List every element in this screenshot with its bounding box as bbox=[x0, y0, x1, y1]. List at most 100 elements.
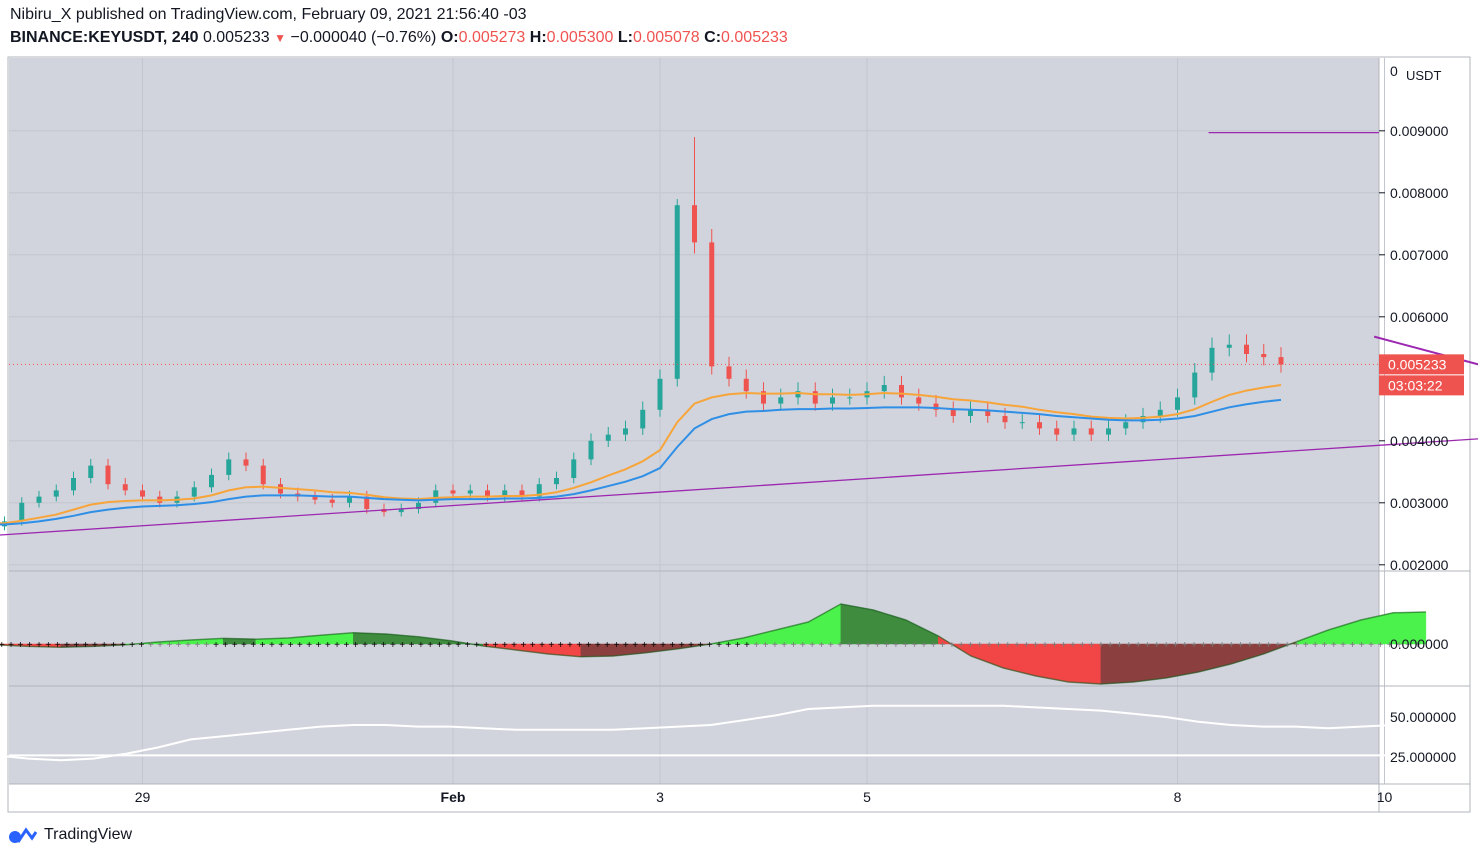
candle-body[interactable] bbox=[812, 391, 818, 404]
squeeze-dot: + bbox=[1368, 640, 1374, 651]
candle-body[interactable] bbox=[433, 490, 439, 503]
candle-body[interactable] bbox=[1002, 416, 1008, 423]
candle-body[interactable] bbox=[778, 397, 784, 404]
publish-text: published on TradingView.com, February 0… bbox=[75, 6, 527, 23]
candle-body[interactable] bbox=[968, 409, 973, 416]
candle-body[interactable] bbox=[916, 397, 922, 404]
squeeze-dot: + bbox=[465, 640, 471, 651]
squeeze-dot: + bbox=[111, 640, 117, 651]
candle-body[interactable] bbox=[709, 242, 715, 367]
squeeze-dot: + bbox=[865, 640, 871, 651]
candle-body[interactable] bbox=[105, 465, 111, 485]
candle-body[interactable] bbox=[467, 490, 473, 494]
candle-body[interactable] bbox=[1261, 354, 1267, 358]
candle-body[interactable] bbox=[571, 459, 577, 478]
squeeze-dot: + bbox=[55, 640, 61, 651]
candle-body[interactable] bbox=[450, 490, 456, 494]
squeeze-dot: + bbox=[968, 640, 974, 651]
candle-body[interactable] bbox=[1244, 344, 1249, 354]
candle-body[interactable] bbox=[899, 385, 904, 398]
squeeze-dot: + bbox=[567, 640, 573, 651]
candle-body[interactable] bbox=[743, 378, 749, 392]
squeeze-dot: + bbox=[623, 640, 629, 651]
ema-slow-line[interactable] bbox=[0, 398, 1282, 534]
candle-body[interactable] bbox=[640, 409, 646, 429]
candle-body[interactable] bbox=[1175, 397, 1180, 410]
candle-body[interactable] bbox=[1054, 428, 1060, 435]
candle-body[interactable] bbox=[312, 496, 318, 500]
candle-body[interactable] bbox=[950, 409, 956, 416]
candle-body[interactable] bbox=[1088, 428, 1094, 435]
symbol-name[interactable]: BINANCE:KEYUSDT, 240 bbox=[10, 29, 199, 46]
squeeze-dot: + bbox=[325, 640, 331, 651]
candle-body[interactable] bbox=[692, 205, 697, 243]
momentum-line[interactable] bbox=[0, 603, 1426, 685]
candle-body[interactable] bbox=[191, 487, 197, 497]
candle-body[interactable] bbox=[209, 474, 214, 488]
candle-body[interactable] bbox=[1071, 428, 1077, 435]
squeeze-dot: + bbox=[1238, 640, 1244, 651]
rsi-line[interactable] bbox=[0, 704, 1426, 764]
support-trendline[interactable] bbox=[0, 385, 1478, 565]
candle-body[interactable] bbox=[329, 499, 335, 503]
candle-body[interactable] bbox=[71, 478, 76, 491]
candle-body[interactable] bbox=[364, 496, 370, 509]
candle-body[interactable] bbox=[398, 509, 404, 513]
candle-body[interactable] bbox=[1123, 422, 1129, 429]
squeeze-dot: + bbox=[753, 640, 759, 651]
candle-body[interactable] bbox=[1209, 347, 1215, 373]
candle-body[interactable] bbox=[657, 378, 663, 410]
squeeze-dot: + bbox=[977, 640, 983, 651]
candle-body[interactable] bbox=[536, 484, 542, 497]
candle-body[interactable] bbox=[726, 366, 732, 379]
candle-body[interactable] bbox=[881, 385, 887, 392]
candle-body[interactable] bbox=[519, 490, 525, 497]
candle-body[interactable] bbox=[260, 465, 266, 485]
price-tick-label: 0.003000 bbox=[1390, 495, 1449, 511]
footer-brand[interactable]: TradingView bbox=[8, 826, 132, 844]
candle-body[interactable] bbox=[830, 397, 835, 404]
candle-body[interactable] bbox=[1106, 428, 1111, 435]
candle-body[interactable] bbox=[1157, 409, 1163, 416]
candle-body[interactable] bbox=[985, 409, 991, 416]
candle-body[interactable] bbox=[605, 434, 611, 441]
squeeze-dot: + bbox=[548, 640, 554, 651]
candle-body[interactable] bbox=[226, 459, 232, 475]
candle-body[interactable] bbox=[623, 428, 628, 435]
candle-body[interactable] bbox=[933, 403, 939, 410]
candle-body[interactable] bbox=[1037, 422, 1042, 429]
candle-body[interactable] bbox=[122, 484, 128, 491]
candle-body[interactable] bbox=[416, 502, 421, 509]
candle-body[interactable] bbox=[1278, 357, 1284, 365]
squeeze-dot: + bbox=[101, 640, 107, 651]
candle-body[interactable] bbox=[140, 490, 145, 497]
candle-body[interactable] bbox=[588, 440, 594, 460]
candle-body[interactable] bbox=[502, 490, 508, 497]
squeeze-dot: + bbox=[1042, 640, 1048, 651]
falling-trendline[interactable] bbox=[1373, 335, 1478, 387]
candle-body[interactable] bbox=[1019, 422, 1025, 424]
candle-body[interactable] bbox=[88, 465, 94, 478]
candle-body[interactable] bbox=[347, 496, 352, 503]
candle-body[interactable] bbox=[19, 502, 25, 522]
author-name[interactable]: Nibiru_X bbox=[10, 6, 72, 23]
candle-body[interactable] bbox=[1226, 344, 1232, 348]
candle-body[interactable] bbox=[1192, 372, 1198, 398]
candle-body[interactable] bbox=[53, 490, 59, 497]
candle-body[interactable] bbox=[761, 391, 766, 404]
candle-body[interactable] bbox=[795, 391, 801, 398]
squeeze-dot: + bbox=[1173, 640, 1179, 651]
squeeze-dot: + bbox=[511, 640, 517, 651]
candle-body[interactable] bbox=[847, 397, 853, 399]
squeeze-dot: + bbox=[744, 640, 750, 651]
ema-fast-line[interactable] bbox=[0, 384, 1282, 534]
candle-body[interactable] bbox=[243, 459, 249, 466]
candle-body[interactable] bbox=[1140, 416, 1146, 423]
squeeze-dot: + bbox=[791, 640, 797, 651]
candle-body[interactable] bbox=[485, 490, 490, 497]
candle-body[interactable] bbox=[36, 496, 42, 503]
candle-body[interactable] bbox=[554, 478, 559, 485]
countdown-tag-label: 03:03:22 bbox=[1388, 377, 1443, 393]
candle-body[interactable] bbox=[674, 205, 680, 379]
